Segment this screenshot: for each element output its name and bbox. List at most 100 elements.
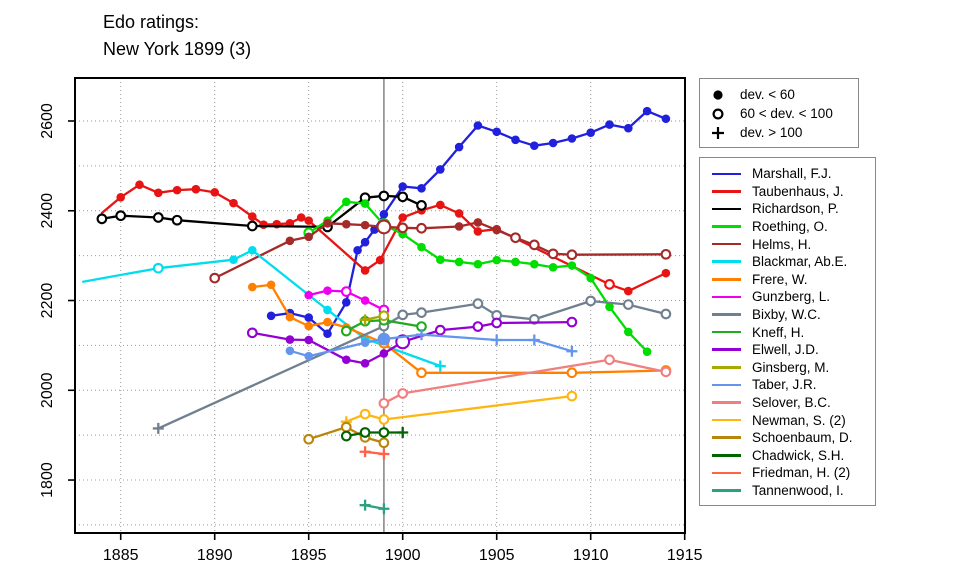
data-point-open [416,307,427,318]
player-name-label: Helms, H. [752,236,812,252]
data-point-filled [304,321,314,331]
player-legend-item: Blackmar, Ab.E. [712,253,875,271]
plus-icon-glyph [712,126,724,139]
data-point-filled [417,184,426,193]
series-color-swatch [712,348,741,352]
series-line [251,320,574,365]
data-point-open [585,295,597,307]
player-name-label: Kneff, H. [752,324,805,340]
data-point-open [378,190,390,202]
y-axis-tick-label: 2000 [39,372,56,408]
x-axis-tick-label: 1910 [573,547,609,564]
data-point-open [96,213,108,225]
x-axis-tick-label: 1895 [291,547,327,564]
plot-border [74,77,686,534]
data-point-filled [154,188,163,198]
data-point-plus [397,426,409,438]
data-point-filled [530,259,539,269]
data-point-filled [304,335,314,345]
data-point-open [566,249,578,261]
filled-circle-icon [713,89,723,100]
data-point-open [472,298,484,310]
deviation-legend-item: dev. > 100 [710,123,858,142]
data-point-open [115,210,127,222]
data-point-filled [135,180,144,190]
player-name-label: Gunzberg, L. [752,289,831,305]
data-point-filled [375,255,385,265]
series-color-swatch [712,401,741,404]
data-point-filled [285,236,295,246]
deviation-legend-label: dev. > 100 [740,125,803,140]
data-point-filled [304,232,314,242]
player-name-label: Ginsberg, M. [752,359,830,375]
data-point-open [378,427,390,438]
data-point-filled [530,141,539,150]
data-point-filled [342,197,351,207]
data-point-open [152,212,164,223]
data-point-filled [296,213,306,222]
data-point-open [528,239,540,251]
data-point-open [246,327,258,339]
x-axis-tick-label: 1885 [103,547,139,564]
series-color-swatch [712,295,741,299]
player-name-label: Schoenbaum, D. [752,430,853,446]
series-line [307,425,386,444]
data-point-open [622,299,634,310]
data-point-filled [342,298,351,307]
data-point-open [303,433,315,445]
y-axis-tick-label: 2400 [39,193,56,229]
data-point-open [378,437,390,449]
data-point-filled [454,222,464,231]
x-axis-tick-label: 1915 [667,547,703,564]
player-legend-item: Friedman, H. (2) [712,464,875,482]
data-point-filled [379,210,389,219]
data-point-filled [360,237,370,247]
data-point-open [566,316,578,328]
series-color-swatch [712,278,741,281]
series-color-swatch [712,260,741,264]
player-name-label: Selover, B.C. [752,395,831,411]
data-point-filled [229,198,238,208]
data-point-open [491,317,503,329]
data-point-filled [398,182,408,191]
data-point-open [246,220,258,232]
data-point-filled [323,219,332,228]
data-point-filled [360,338,370,348]
player-name-label: Taber, J.R. [752,377,817,393]
data-point-open [340,430,352,442]
data-point-open [376,219,392,235]
data-point-filled [342,355,351,365]
data-point-plus [566,345,578,357]
data-point-filled [511,257,520,267]
data-point-open [416,367,427,379]
data-point-open [416,200,427,211]
data-point-open [395,334,411,350]
data-point-plus [359,499,371,511]
y-axis-tick-label: 2200 [39,283,56,319]
data-point-filled [454,209,464,218]
data-point-filled [360,220,370,230]
chart-title-line1: Edo ratings: [103,12,200,32]
series-color-swatch [712,330,741,334]
data-point-open [209,272,221,284]
data-point-filled [567,261,577,270]
data-point-filled [548,138,558,148]
data-point-filled [454,142,464,152]
series-color-swatch [712,383,741,387]
series-color-swatch [712,489,741,492]
data-point-plus [378,448,390,460]
x-axis-tick-label: 1890 [197,547,233,564]
player-legend-item: Selover, B.C. [712,394,875,412]
data-point-filled [548,263,558,272]
data-point-filled [285,335,295,344]
data-point-filled [266,311,276,321]
data-point-plus [359,446,371,458]
data-point-filled [417,242,426,252]
series-color-swatch [712,207,741,211]
series-line [288,333,574,358]
player-name-label: Tannenwood, I. [752,482,844,498]
data-point-open [340,286,352,297]
series-line [345,431,404,438]
player-legend-item: Gunzberg, L. [712,288,875,306]
data-point-open [660,366,672,378]
